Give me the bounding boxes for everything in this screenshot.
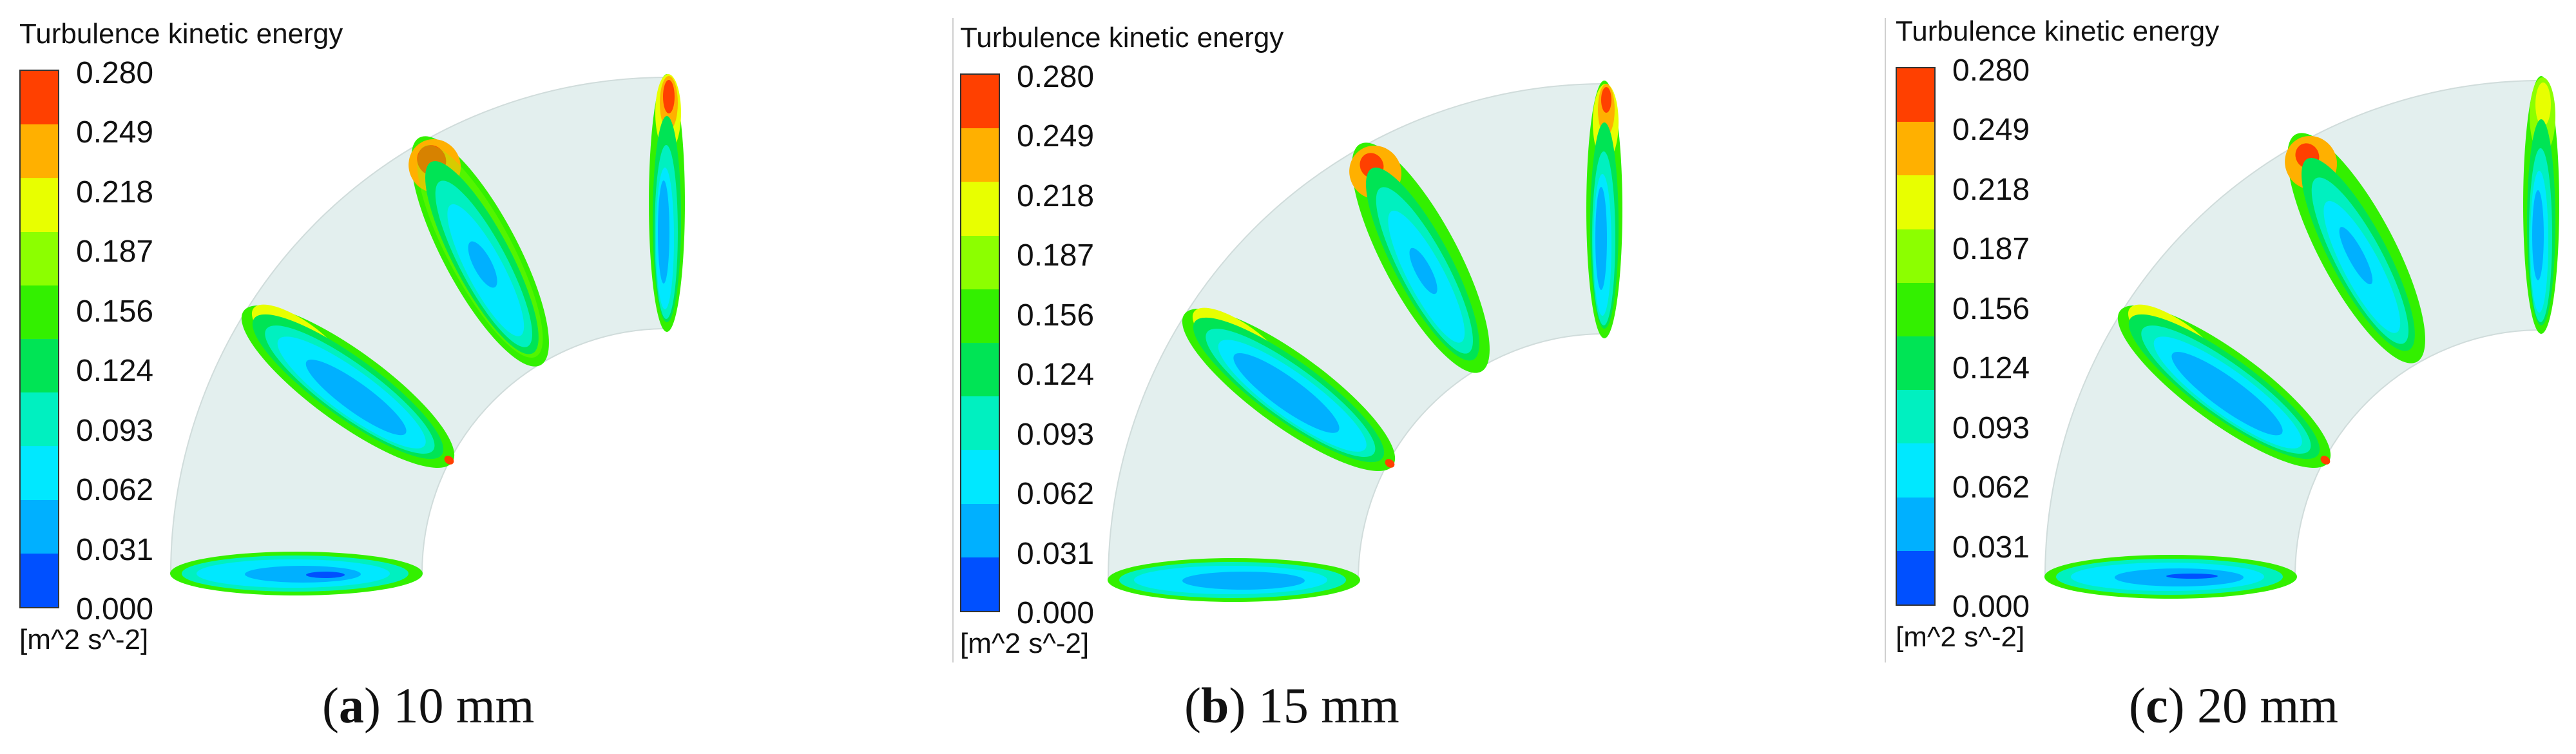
legend-title: Turbulence kinetic energy — [960, 22, 1284, 53]
legend-tick: 0.062 — [76, 473, 154, 507]
legend-tick: 0.093 — [76, 414, 154, 448]
cross-section-4 — [1586, 81, 1622, 338]
pipe-elbow-contour — [1107, 81, 1622, 602]
legend-units: [m^2 s^-2] — [960, 628, 1090, 659]
caption-letter: a — [338, 677, 364, 733]
cross-section-2 — [2117, 304, 2331, 468]
legend-tick: 0.124 — [1017, 358, 1095, 392]
cross-section-3 — [1349, 142, 1490, 373]
panel-a: Turbulence kinetic energy 0.280 0.249 0.… — [0, 0, 858, 754]
pipe-elbow-contour — [169, 74, 685, 595]
legend-tick: 0.218 — [1017, 179, 1095, 213]
legend-tick: 0.249 — [1017, 119, 1095, 153]
legend-tick: 0.187 — [1017, 238, 1095, 273]
legend-tick: 0.280 — [1017, 60, 1095, 94]
panel-b: Turbulence kinetic energy 0.280 0.249 0.… — [941, 0, 1799, 754]
legend-tick: 0.062 — [1017, 477, 1095, 511]
legend-tick: 0.218 — [1952, 173, 2030, 207]
panel-caption-b: (b) 15 mm — [1184, 677, 1399, 733]
legend-tick: 0.156 — [1017, 298, 1095, 333]
legend-tick: 0.124 — [76, 354, 154, 388]
legend-tick: 0.124 — [1952, 351, 2030, 385]
legend-tick: 0.031 — [1017, 537, 1095, 571]
legend-tick: 0.000 — [1952, 590, 2030, 624]
cross-section-1 — [170, 552, 423, 595]
color-legend-bar — [960, 73, 1000, 612]
legend-tick: 0.093 — [1017, 418, 1095, 452]
legend-title: Turbulence kinetic energy — [19, 18, 343, 50]
legend-tick: 0.031 — [1952, 530, 2030, 565]
cross-section-1 — [2044, 555, 2297, 599]
legend-tick: 0.249 — [76, 115, 154, 150]
legend-tick: 0.280 — [76, 56, 154, 90]
legend-units: [m^2 s^-2] — [1896, 621, 2025, 653]
pipe-elbow-body — [169, 76, 668, 574]
panel-divider-2 — [1885, 18, 1886, 662]
caption-label: 20 mm — [2197, 677, 2338, 733]
panel-divider-1 — [952, 18, 954, 662]
legend-tick: 0.031 — [76, 533, 154, 567]
pipe-elbow-body — [2044, 79, 2542, 577]
legend-tick: 0.000 — [76, 592, 154, 626]
cross-section-4 — [2523, 76, 2559, 334]
cross-section-2 — [1182, 307, 1396, 471]
caption-label: 10 mm — [393, 677, 535, 733]
caption-letter: b — [1200, 677, 1229, 733]
caption-letter: c — [2145, 677, 2168, 733]
color-legend-bar — [19, 70, 59, 608]
legend-tick: 0.062 — [1952, 470, 2030, 505]
legend-tick: 0.249 — [1952, 113, 2030, 147]
pipe-elbow-body — [1107, 82, 1605, 581]
color-legend-bar — [1896, 67, 1936, 606]
pipe-elbow-contour — [2044, 76, 2559, 599]
legend-title: Turbulence kinetic energy — [1896, 15, 2220, 47]
legend-tick: 0.218 — [76, 175, 154, 209]
legend-tick: 0.156 — [1952, 292, 2030, 326]
legend-tick: 0.187 — [1952, 232, 2030, 266]
caption-label: 15 mm — [1258, 677, 1399, 733]
legend-tick: 0.280 — [1952, 53, 2030, 88]
panel-c: Turbulence kinetic energy 0.280 0.249 0.… — [1876, 0, 2576, 754]
cross-section-1 — [1108, 558, 1360, 602]
legend-units: [m^2 s^-2] — [19, 624, 149, 655]
cross-section-4 — [649, 74, 685, 332]
legend-tick: 0.093 — [1952, 411, 2030, 445]
cross-section-2 — [241, 304, 455, 468]
legend-tick: 0.187 — [76, 235, 154, 269]
panel-caption-c: (c) 20 mm — [2129, 677, 2338, 733]
panel-caption-a: (a) 10 mm — [322, 677, 535, 733]
legend-tick: 0.000 — [1017, 596, 1095, 630]
cross-section-3 — [409, 136, 549, 367]
legend-tick: 0.156 — [76, 295, 154, 329]
cross-section-3 — [2285, 133, 2425, 363]
